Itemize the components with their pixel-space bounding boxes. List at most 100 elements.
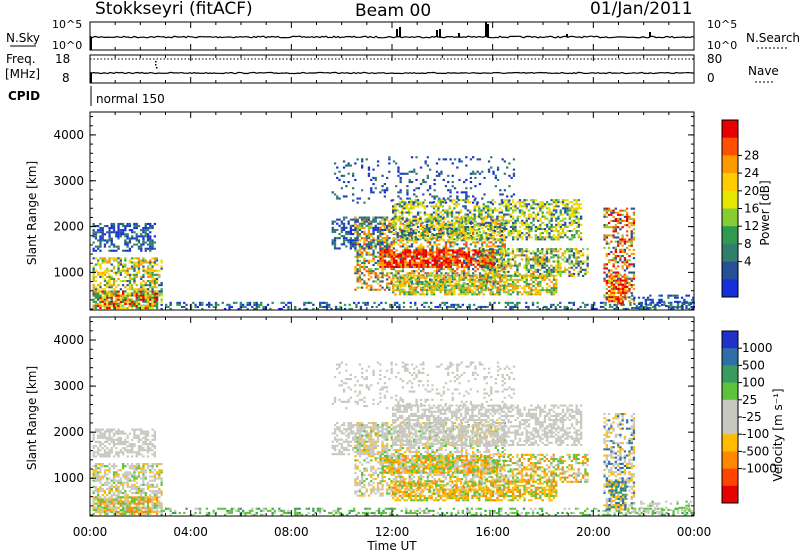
heatmap-cell [469,285,472,288]
heatmap-cell [457,293,460,296]
heatmap-cell [440,230,443,233]
heatmap-cell [303,303,306,306]
heatmap-cell [388,272,391,275]
heatmap-cell [550,305,553,308]
heatmap-cell [133,288,136,291]
heatmap-cell [370,191,373,194]
heatmap-cell [407,225,411,228]
heatmap-cell [559,228,562,231]
heatmap-cell [449,263,452,266]
heatmap-cell [361,261,364,264]
heatmap-cell [413,255,416,258]
heatmap-cell [419,183,423,186]
heatmap-cell [128,229,132,232]
heatmap-cell [507,303,510,306]
heatmap-cell [572,303,575,306]
heatmap-cell [370,241,373,244]
heatmap-cell [568,230,571,233]
heatmap-cell [397,253,400,256]
heatmap-cell [534,270,537,273]
heatmap-cell [430,280,433,283]
heatmap-cell [92,300,95,303]
heatmap-cell [392,274,395,277]
heatmap-cell [406,247,409,250]
heatmap-cell [112,245,116,248]
heatmap-cell [674,305,677,308]
heatmap-cell [140,275,143,278]
heatmap-cell [365,224,368,227]
heatmap-cell [412,236,415,239]
heatmap-cell [342,237,346,240]
heatmap-cell [401,211,404,214]
heatmap-cell [459,199,463,202]
heatmap-cell [509,285,513,288]
heatmap-cell [469,211,472,214]
heatmap-cell [210,303,213,306]
heatmap-cell [422,249,425,252]
heatmap-cell [160,290,163,293]
heatmap-cell [449,245,452,248]
heatmap-cell [347,162,350,165]
heatmap-cell [365,237,368,240]
heatmap-cell [474,241,477,244]
heatmap-cell [469,249,473,252]
heatmap-cell [437,209,440,212]
heatmap-cell [342,218,346,221]
heatmap-cell [410,207,413,210]
heatmap-cell [397,265,400,268]
heatmap-cell [552,234,556,237]
heatmap-cell [430,285,433,288]
heatmap-cell [140,294,143,297]
heatmap-cell [563,260,567,263]
heatmap-cell [582,262,585,265]
heatmap-cell [92,290,95,293]
heatmap-cell [381,274,384,277]
heatmap-cell [464,213,467,216]
heatmap-cell [110,222,113,225]
heatmap-cell [92,275,95,278]
heatmap-cell [450,303,453,306]
heatmap-cell [468,305,471,308]
heatmap-cell [496,178,500,181]
heatmap-cell [566,230,569,233]
freq-tick-top: 18 [55,52,70,66]
heatmap-cell [392,160,396,163]
heatmap-cell [463,257,466,260]
heatmap-cell [566,203,569,206]
heatmap-cell [503,272,506,275]
heatmap-cell [405,219,408,222]
heatmap-cell [361,286,364,289]
heatmap-cell [463,191,466,194]
heatmap-cell [474,176,477,179]
heatmap-cell [149,245,152,248]
heatmap-cell [410,278,413,281]
heatmap-cell [482,289,485,292]
heatmap-cell [457,199,460,202]
heatmap-cell [573,221,576,224]
heatmap-cell [149,294,152,297]
heatmap-cell [525,262,528,265]
heatmap-cell [379,191,382,194]
heatmap-cell [396,215,399,218]
heatmap-cell [478,287,481,290]
heatmap-cell [446,293,449,296]
heatmap-cell [492,263,495,266]
heatmap-cell [419,222,423,225]
heatmap-cell [390,253,393,256]
heatmap-cell [144,288,147,291]
heatmap-cell [151,257,154,260]
heatmap-cell [352,224,355,227]
heatmap-cell [580,215,583,218]
heatmap-cell [361,164,364,167]
heatmap-cell [561,252,564,255]
heatmap-cell [491,274,494,277]
heatmap-cell [413,168,416,171]
heatmap-cell [135,290,138,293]
heatmap-cell [124,302,127,305]
heatmap-cell [579,260,582,263]
heatmap-cell [435,287,438,290]
heatmap-cell [487,201,490,204]
heatmap-cell [429,272,432,275]
heatmap-cell [367,228,371,231]
heatmap-cell [395,259,398,262]
